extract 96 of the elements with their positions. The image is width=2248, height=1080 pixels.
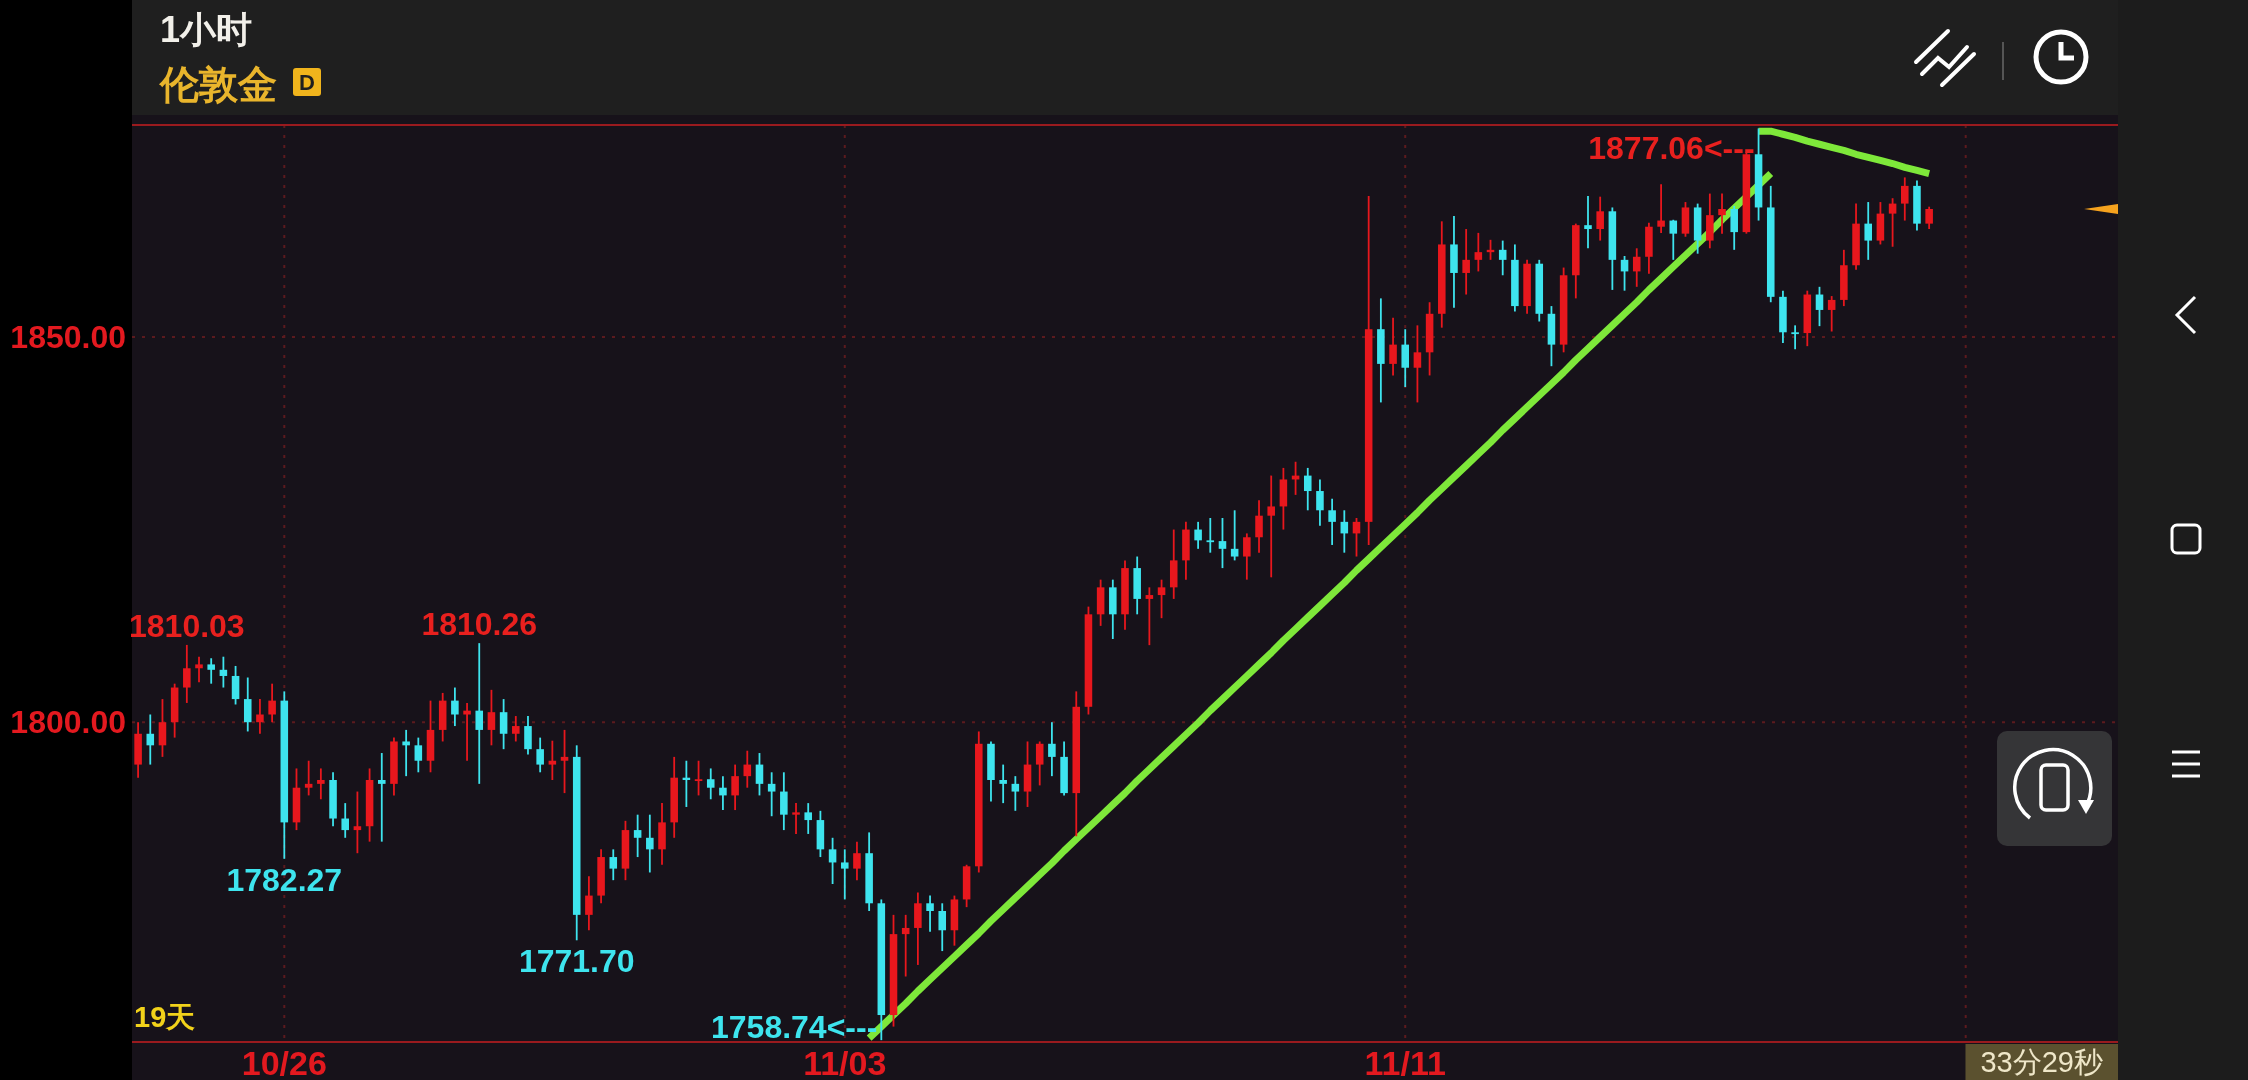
candlestick xyxy=(1730,205,1738,251)
candlestick xyxy=(353,790,362,855)
candlestick xyxy=(1328,497,1336,546)
candlestick xyxy=(804,802,812,835)
x-tick-label: 10/26 xyxy=(241,1044,327,1080)
annotation: 19天 xyxy=(134,1001,196,1033)
candlestick xyxy=(1596,195,1604,242)
candlestick xyxy=(1157,578,1166,620)
candlestick xyxy=(1048,721,1056,778)
candlestick xyxy=(633,813,642,858)
candlestick xyxy=(853,840,861,882)
candlestick xyxy=(304,759,313,797)
candlestick xyxy=(1901,176,1909,222)
y-tick-label: 1800.00 xyxy=(10,704,126,741)
candlestick xyxy=(1401,328,1410,388)
candlestick xyxy=(767,771,776,818)
candlestick xyxy=(1011,775,1020,812)
candlestick xyxy=(938,902,947,952)
candlestick xyxy=(378,752,386,843)
candlestick xyxy=(487,688,496,747)
candlestick xyxy=(512,715,520,743)
candlestick xyxy=(731,763,739,811)
candlestick xyxy=(1303,467,1312,512)
candlestick xyxy=(1255,499,1263,554)
annotation: 1810.26 xyxy=(421,606,538,643)
candlestick xyxy=(1389,316,1397,377)
candlestick xyxy=(755,752,764,797)
candlestick xyxy=(341,802,349,839)
candlestick xyxy=(524,715,532,756)
annotation: 1758.74<--- xyxy=(710,1009,878,1045)
candlestick xyxy=(1657,183,1665,234)
candlestick xyxy=(1243,532,1251,581)
candlestick xyxy=(780,771,788,831)
text: D xyxy=(299,70,315,95)
candlestick xyxy=(1316,478,1324,527)
annotation: 1782.27 xyxy=(226,861,343,898)
candlestick xyxy=(1827,295,1836,333)
candlestick xyxy=(402,729,410,778)
candlestick xyxy=(719,775,727,811)
x-tick-label: 11/03 xyxy=(803,1044,887,1080)
candlestick xyxy=(256,698,264,735)
candlestick xyxy=(475,642,484,785)
candlestick xyxy=(840,848,849,901)
text: 33分29秒 xyxy=(1980,1046,2103,1078)
candlestick xyxy=(1035,740,1044,787)
candlestick xyxy=(207,657,215,685)
candlestick xyxy=(195,655,203,684)
candlestick xyxy=(1864,201,1872,261)
candlestick xyxy=(1815,285,1824,328)
candlestick xyxy=(1194,520,1202,550)
candlestick xyxy=(1145,586,1154,647)
candlestick xyxy=(536,736,544,774)
candlestick xyxy=(1218,517,1227,569)
candlestick xyxy=(1584,194,1592,250)
candlestick xyxy=(1413,324,1422,404)
candlestick xyxy=(828,836,837,885)
candlestick xyxy=(548,739,557,781)
candlestick xyxy=(268,682,276,724)
candlestick xyxy=(792,802,800,835)
candlestick xyxy=(585,875,593,932)
candlestick xyxy=(1632,247,1641,288)
candlestick xyxy=(1669,218,1678,261)
candlestick xyxy=(1498,239,1507,277)
annotation: 1877.06<--- xyxy=(1588,130,1755,166)
candlestick xyxy=(317,767,325,801)
candlestick xyxy=(999,763,1007,805)
candlestick xyxy=(706,767,715,801)
y-tick-label: 1850.00 xyxy=(10,318,126,355)
candlestick xyxy=(499,698,508,751)
candlestick xyxy=(1474,231,1483,273)
candlestick xyxy=(1718,192,1726,235)
candlestick xyxy=(1462,228,1470,296)
candlestick xyxy=(926,894,934,933)
candlestick xyxy=(1888,197,1897,248)
candlestick xyxy=(1230,509,1239,562)
candlestick xyxy=(560,729,569,794)
annotation: 1771.70 xyxy=(518,942,635,979)
candlestick xyxy=(414,736,423,774)
candlestick xyxy=(694,759,703,797)
candlestick xyxy=(463,702,471,762)
candlestick xyxy=(231,665,240,706)
candlestick xyxy=(1267,474,1275,579)
candlestick xyxy=(451,686,459,727)
candlestick xyxy=(646,813,654,874)
candlestick xyxy=(243,676,252,733)
candlestick xyxy=(183,644,191,704)
x-tick-label: 11/11 xyxy=(1364,1044,1446,1080)
candlestick xyxy=(158,698,167,758)
candlestick xyxy=(146,713,155,766)
candlestick xyxy=(609,848,618,882)
candlestick xyxy=(1206,517,1215,554)
candlestick xyxy=(1925,205,1933,230)
candlestick xyxy=(1791,324,1799,351)
annotation: 1810.03 xyxy=(128,607,245,644)
chart-title: 1小时 xyxy=(160,9,253,50)
chart-subtitle: 伦敦金 xyxy=(158,63,277,106)
